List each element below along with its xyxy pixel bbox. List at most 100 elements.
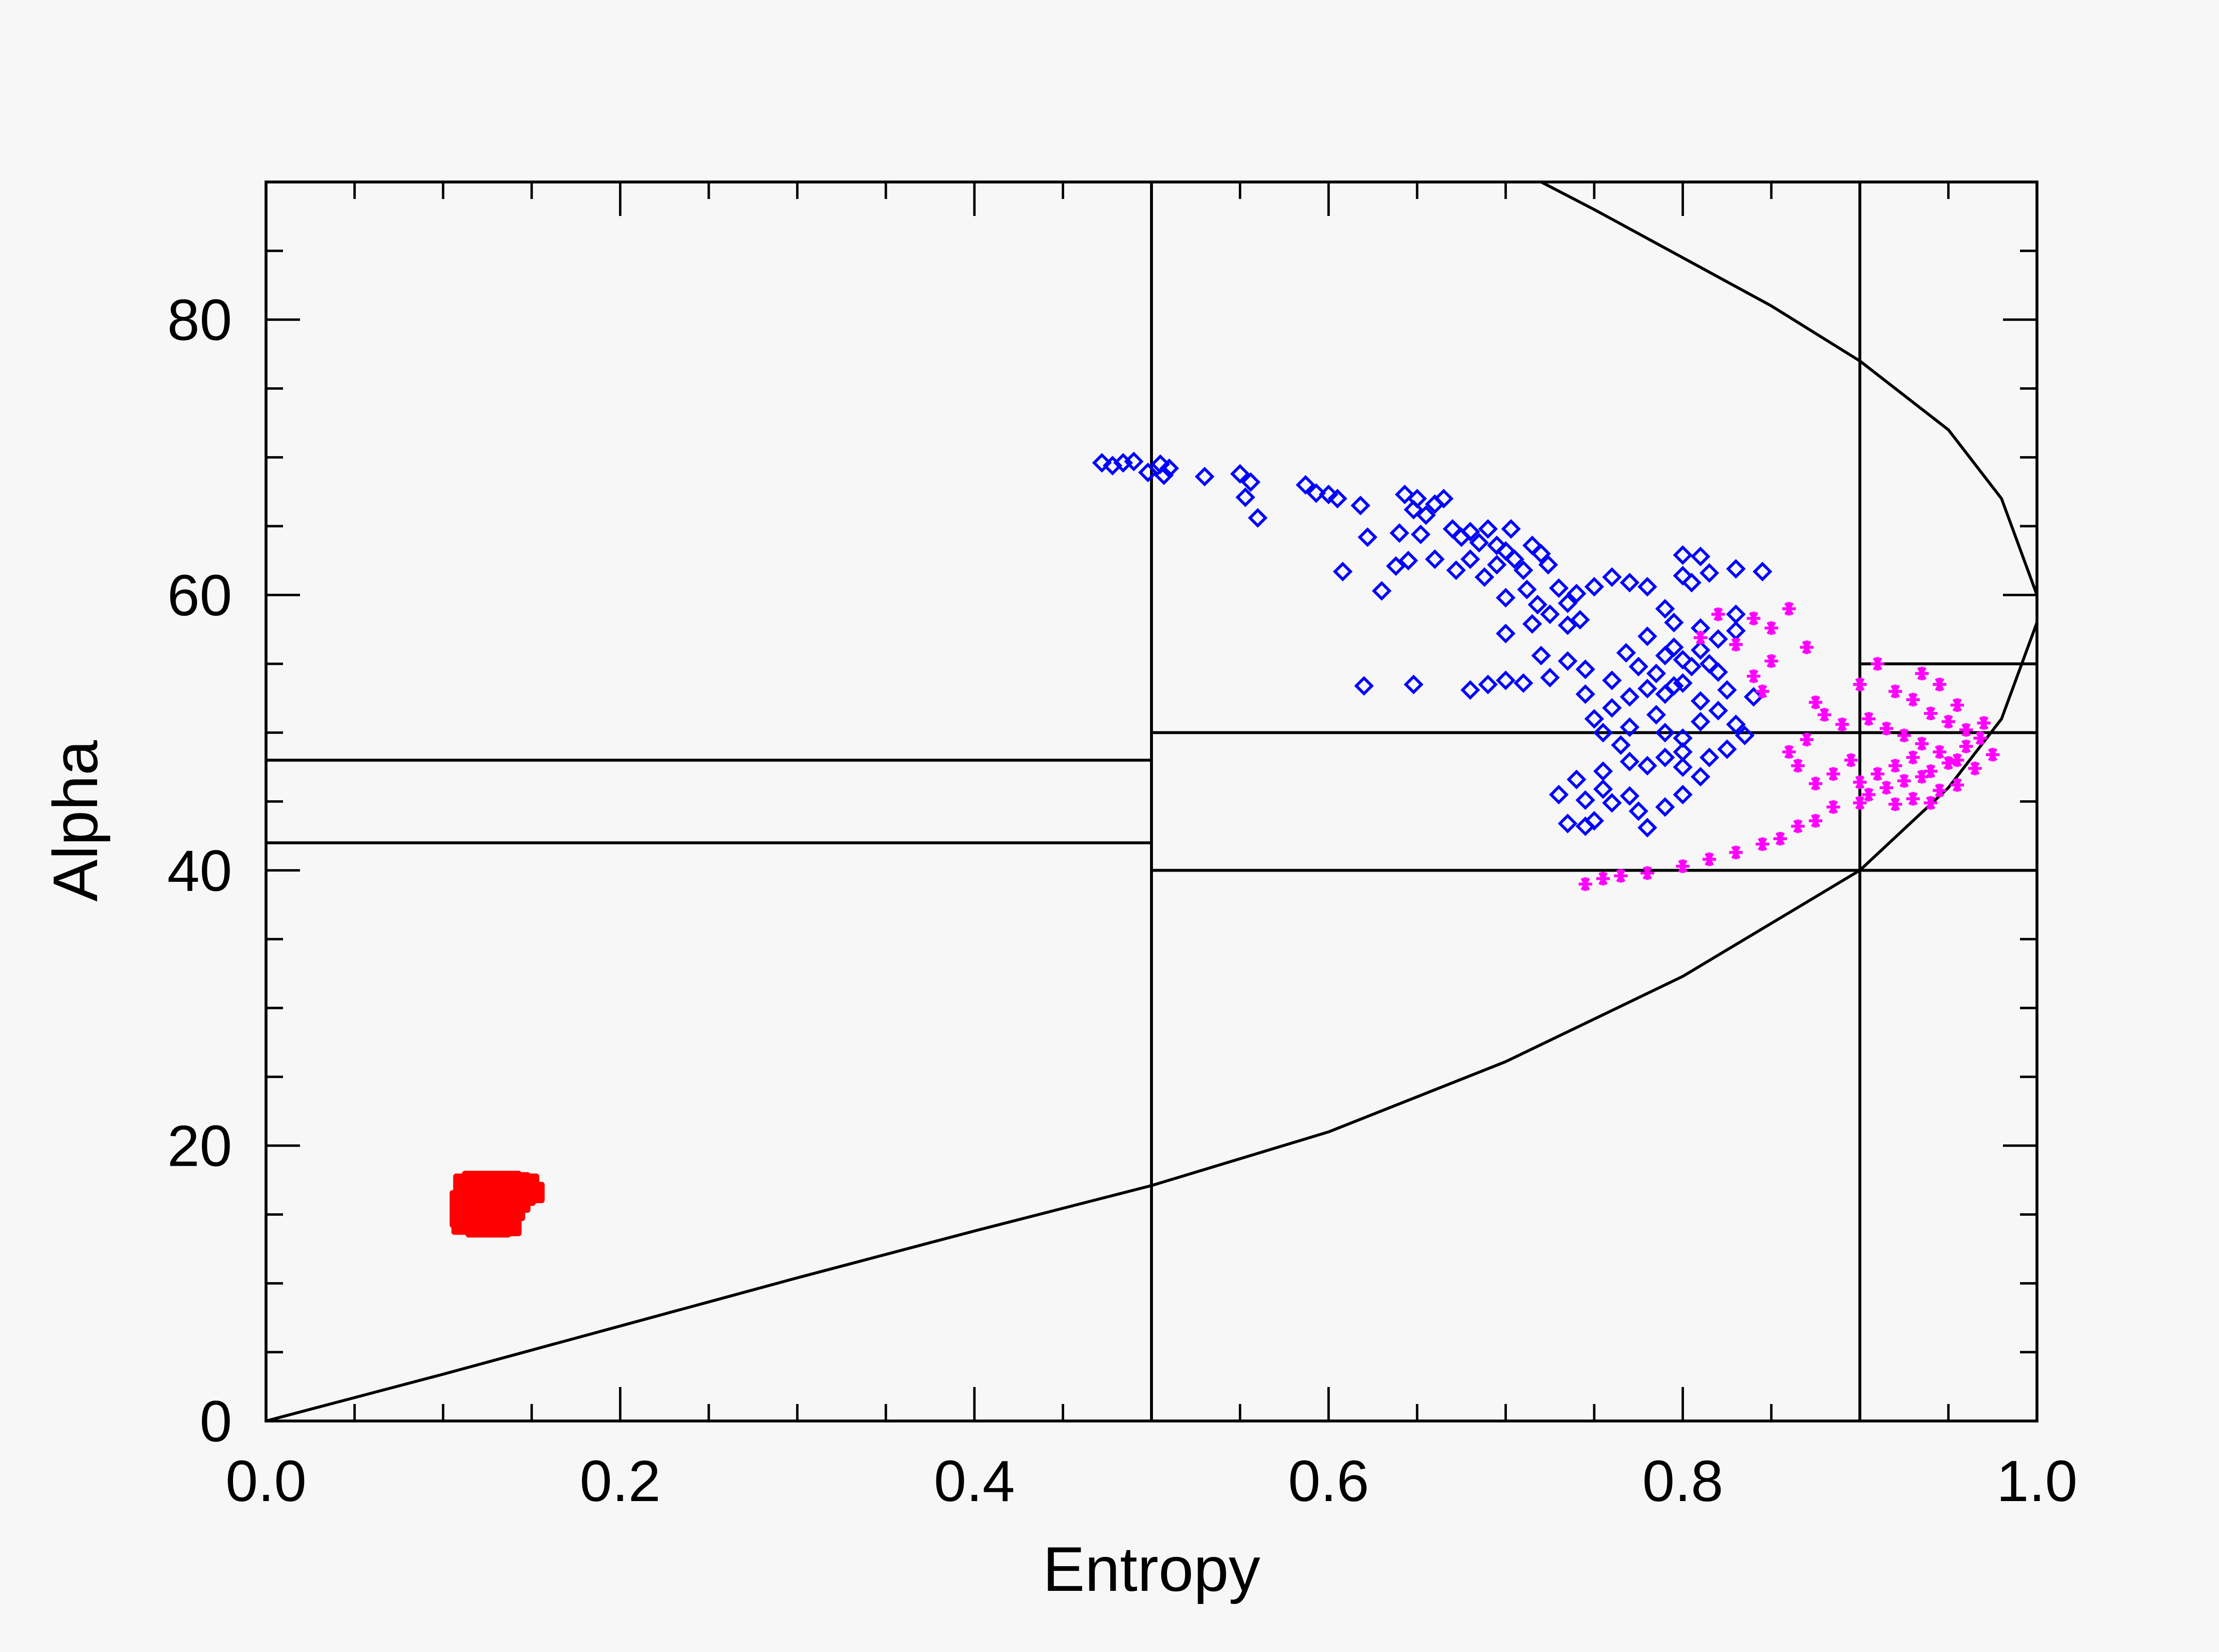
- data-point: [1575, 659, 1596, 679]
- data-point: [1941, 714, 1955, 728]
- data-point: [1318, 484, 1339, 505]
- data-point: [1826, 800, 1840, 814]
- x-tick-label: 0.2: [580, 1449, 661, 1514]
- data-point: [1708, 701, 1728, 721]
- data-point: [1655, 599, 1675, 619]
- data-point: [1941, 756, 1955, 770]
- data-point: [1416, 505, 1436, 525]
- data-point: [1593, 779, 1613, 799]
- data-point: [1306, 483, 1326, 503]
- y-axis-label: Alpha: [40, 740, 111, 902]
- x-tick-label: 0.0: [226, 1449, 307, 1514]
- data-point: [1664, 676, 1684, 696]
- data-point: [1870, 657, 1885, 671]
- data-point: [1744, 687, 1764, 707]
- data-point: [1735, 726, 1755, 745]
- data-point: [1729, 638, 1743, 652]
- data-point: [1398, 550, 1418, 571]
- data-point: [1235, 487, 1255, 507]
- data-point: [1690, 546, 1711, 566]
- y-tick-label: 0: [200, 1389, 232, 1454]
- x-axis-label: Entropy: [1043, 1534, 1260, 1604]
- data-point: [1403, 675, 1424, 694]
- data-point: [1791, 819, 1805, 833]
- data-point: [1640, 866, 1654, 880]
- data-point: [1726, 604, 1746, 624]
- data-point: [1538, 555, 1558, 575]
- data-point: [1726, 559, 1746, 579]
- data-point: [1619, 687, 1640, 707]
- data-point: [1513, 673, 1534, 693]
- data-point: [1699, 563, 1719, 583]
- data-point: [1726, 714, 1746, 734]
- data-point: [1924, 764, 1938, 778]
- data-point: [1968, 761, 1982, 776]
- data-point: [1584, 577, 1604, 597]
- data-point: [1985, 748, 2000, 762]
- axis-ticks: [265, 181, 2038, 1422]
- data-point: [1637, 818, 1657, 838]
- data-point: [1540, 604, 1560, 624]
- data-point: [1333, 562, 1353, 582]
- data-point: [1924, 796, 1938, 810]
- data-point: [1619, 751, 1640, 772]
- data-point: [1752, 562, 1772, 582]
- data-point: [1690, 691, 1711, 711]
- data-point: [1755, 837, 1769, 851]
- data-point: [1809, 695, 1822, 710]
- boundary-curve: [266, 182, 2037, 1421]
- data-point: [1248, 508, 1268, 528]
- data-point: [1682, 657, 1702, 677]
- data-point: [1124, 451, 1144, 472]
- data-point: [1915, 666, 1929, 680]
- data-point: [1596, 872, 1610, 886]
- data-point: [1747, 611, 1761, 626]
- data-point: [1540, 667, 1560, 688]
- data-point: [1230, 464, 1250, 484]
- data-point: [1611, 735, 1631, 755]
- data-point: [1371, 581, 1392, 601]
- data-point: [1578, 877, 1592, 891]
- data-point: [1354, 676, 1374, 696]
- data-point: [1717, 739, 1737, 759]
- data-point: [1522, 614, 1542, 634]
- data-point: [1933, 783, 1947, 797]
- data-point: [1460, 680, 1480, 700]
- data-point: [1593, 723, 1613, 743]
- data-point: [1933, 745, 1947, 759]
- data-point: [1637, 756, 1657, 776]
- data-point: [1699, 747, 1719, 767]
- data-point: [1570, 610, 1590, 630]
- data-point: [1602, 698, 1622, 718]
- data-point: [1628, 657, 1649, 677]
- data-point: [1593, 761, 1613, 781]
- x-tick-label: 1.0: [1997, 1449, 2078, 1514]
- data-point: [1487, 535, 1507, 556]
- data-point: [1584, 709, 1604, 729]
- data-point: [1673, 545, 1693, 565]
- y-tick-label: 20: [167, 1114, 232, 1179]
- data-point: [1558, 593, 1578, 613]
- tick-labels: 0.0 0.2 0.4 0.6 0.8 1.0 0 20 40 60 80: [167, 288, 2078, 1514]
- data-point: [1764, 654, 1778, 668]
- data-point: [1933, 677, 1947, 692]
- data-point: [1602, 567, 1622, 587]
- data-point: [1915, 737, 1929, 751]
- y-tick-label: 80: [167, 288, 232, 353]
- data-point: [1102, 456, 1122, 476]
- data-point: [1496, 588, 1516, 608]
- data-point: [1862, 788, 1876, 802]
- data-point: [1655, 747, 1675, 767]
- data-points: [450, 451, 2000, 1238]
- data-point: [1138, 463, 1158, 482]
- data-point: [1676, 859, 1690, 873]
- data-point: [1357, 527, 1378, 547]
- data-point: [1531, 544, 1551, 564]
- data-point: [1092, 453, 1112, 473]
- data-point: [1897, 728, 1911, 743]
- data-point: [1558, 813, 1578, 834]
- data-point: [1853, 677, 1867, 692]
- data-point: [1558, 615, 1578, 635]
- data-point: [1800, 732, 1814, 746]
- data-point: [1897, 774, 1911, 788]
